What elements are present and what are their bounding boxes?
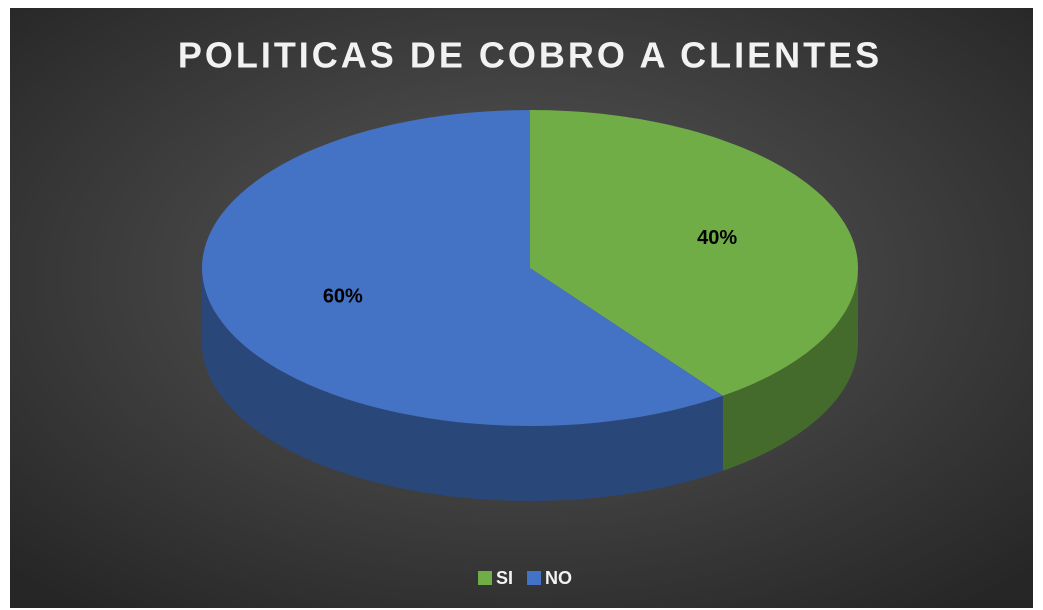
data-label: 40% [697,227,737,249]
legend-swatch [478,571,492,585]
legend-label: SI [496,568,513,588]
slice [202,110,723,426]
chart-title: POLITICAS DE COBRO A CLIENTES [178,35,882,76]
data-label: 60% [323,286,363,308]
slice-side [722,268,858,471]
slice-side [202,268,723,501]
legend-label: NO [545,568,572,588]
slice [530,110,858,396]
legend-swatch [527,571,542,585]
